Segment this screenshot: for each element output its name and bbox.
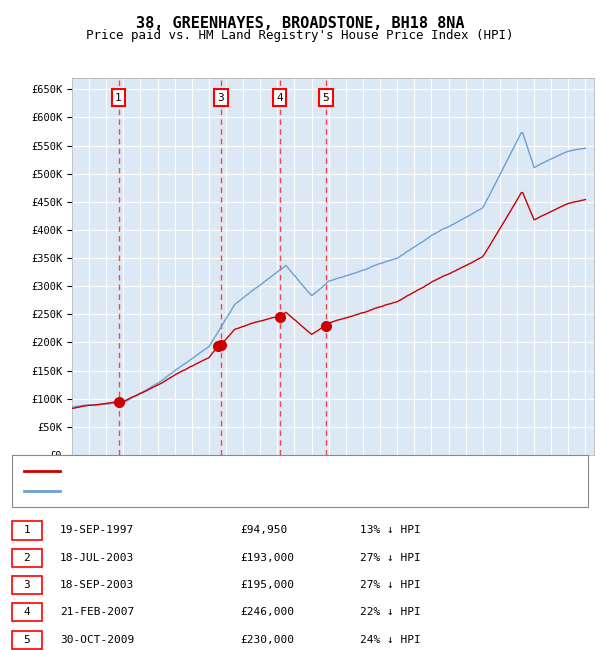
Text: 3: 3 (23, 580, 31, 590)
Text: 22% ↓ HPI: 22% ↓ HPI (360, 607, 421, 618)
Text: 5: 5 (322, 93, 329, 103)
Text: £246,000: £246,000 (240, 607, 294, 618)
Text: 18-SEP-2003: 18-SEP-2003 (60, 580, 134, 590)
Text: 4: 4 (23, 607, 31, 618)
Text: 38, GREENHAYES, BROADSTONE, BH18 8NA: 38, GREENHAYES, BROADSTONE, BH18 8NA (136, 16, 464, 31)
Text: 4: 4 (277, 93, 283, 103)
Text: 5: 5 (23, 634, 31, 645)
Text: 3: 3 (218, 93, 224, 103)
Text: 30-OCT-2009: 30-OCT-2009 (60, 634, 134, 645)
Text: £195,000: £195,000 (240, 580, 294, 590)
Text: 21-FEB-2007: 21-FEB-2007 (60, 607, 134, 618)
Text: HPI: Average price, detached house, Bournemouth Christchurch and Poole: HPI: Average price, detached house, Bour… (66, 486, 503, 497)
Text: £193,000: £193,000 (240, 552, 294, 563)
Text: 38, GREENHAYES, BROADSTONE, BH18 8NA (detached house): 38, GREENHAYES, BROADSTONE, BH18 8NA (de… (66, 465, 397, 476)
Text: 27% ↓ HPI: 27% ↓ HPI (360, 580, 421, 590)
Text: 18-JUL-2003: 18-JUL-2003 (60, 552, 134, 563)
Text: 13% ↓ HPI: 13% ↓ HPI (360, 525, 421, 536)
Text: 1: 1 (23, 525, 31, 536)
Text: 27% ↓ HPI: 27% ↓ HPI (360, 552, 421, 563)
Text: 24% ↓ HPI: 24% ↓ HPI (360, 634, 421, 645)
Text: 19-SEP-1997: 19-SEP-1997 (60, 525, 134, 536)
Text: £230,000: £230,000 (240, 634, 294, 645)
Text: 1: 1 (115, 93, 122, 103)
Text: 2: 2 (23, 552, 31, 563)
Text: Price paid vs. HM Land Registry's House Price Index (HPI): Price paid vs. HM Land Registry's House … (86, 29, 514, 42)
Text: £94,950: £94,950 (240, 525, 287, 536)
